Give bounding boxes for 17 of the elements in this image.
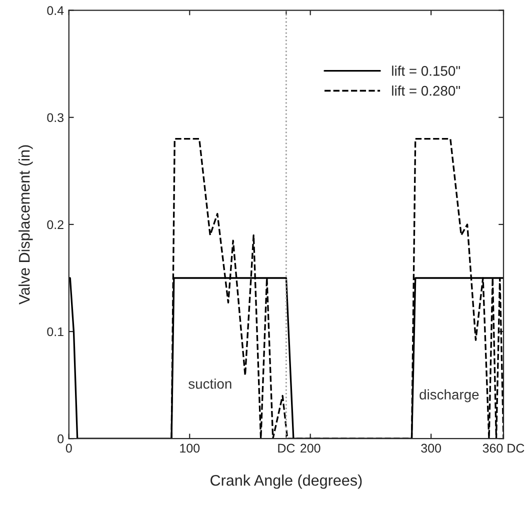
y-axis-title: Valve Displacement (in) <box>18 145 33 304</box>
y-tick-label: 0.1 <box>47 327 64 336</box>
x-tick-label: 200 <box>300 444 320 453</box>
y-tick-label: 0.3 <box>47 113 64 122</box>
x-tick-label: 100 <box>180 444 200 453</box>
x-tick-label: 0 <box>66 444 72 453</box>
x-tick-label: 300 <box>421 444 442 453</box>
y-tick-label: 0.4 <box>47 6 64 15</box>
y-tick-label: 0.2 <box>47 220 64 230</box>
x-tick-label: DC <box>278 444 295 453</box>
annotation: suction <box>188 378 232 389</box>
legend-label: lift = 0.280" <box>392 86 460 96</box>
x-tick-label: 360 DC <box>482 444 524 453</box>
annotation: discharge <box>420 389 479 402</box>
legend-label: lift = 0.150" <box>392 66 460 76</box>
x-axis-title: Crank Angle (degrees) <box>210 474 362 489</box>
y-tick-label: 0 <box>58 434 64 444</box>
